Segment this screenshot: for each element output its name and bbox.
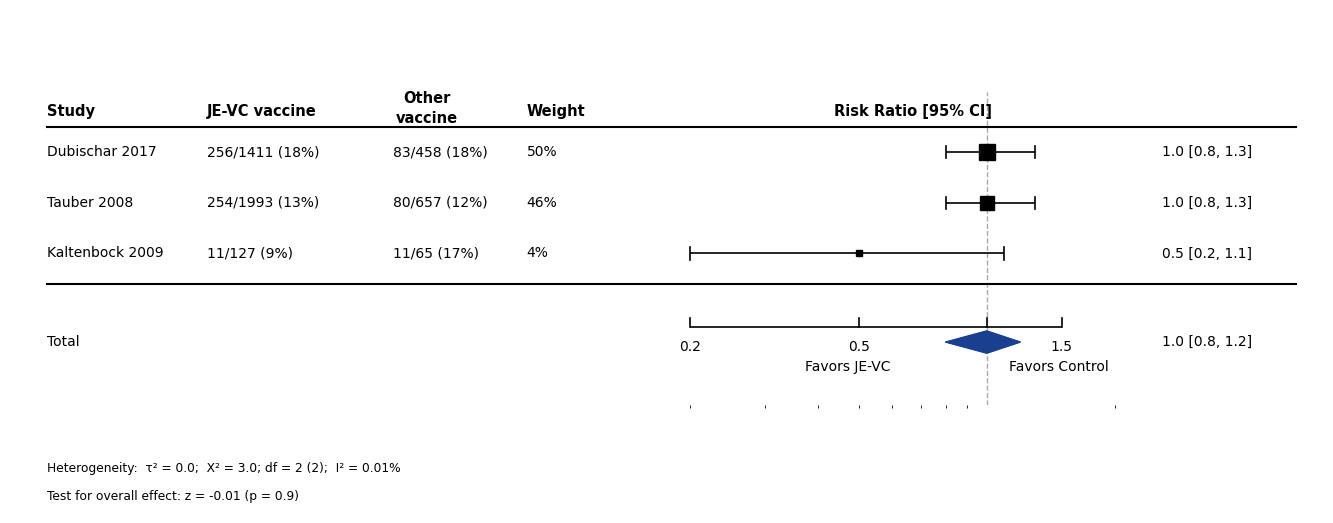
Text: 0.2: 0.2 — [678, 339, 701, 354]
Text: Favors JE-VC: Favors JE-VC — [805, 360, 890, 374]
Text: JE-VC vaccine: JE-VC vaccine — [207, 104, 316, 119]
Text: 50%: 50% — [527, 145, 557, 160]
Text: 1.5: 1.5 — [1050, 339, 1073, 354]
Text: Risk Ratio [95% CI]: Risk Ratio [95% CI] — [834, 104, 992, 119]
Text: Heterogeneity:  τ² = 0.0;  X² = 3.0; df = 2 (2);  I² = 0.01%: Heterogeneity: τ² = 0.0; X² = 3.0; df = … — [47, 462, 400, 474]
Text: 1.0: 1.0 — [976, 339, 998, 354]
Text: 0.5: 0.5 — [848, 339, 869, 354]
Text: Weight: Weight — [527, 104, 585, 119]
Text: 80/657 (12%): 80/657 (12%) — [393, 196, 488, 210]
Text: 83/458 (18%): 83/458 (18%) — [393, 145, 488, 160]
Text: 4%: 4% — [527, 246, 548, 260]
Text: Test for overall effect: z = -0.01 (p = 0.9): Test for overall effect: z = -0.01 (p = … — [47, 491, 299, 503]
Text: 256/1411 (18%): 256/1411 (18%) — [207, 145, 319, 160]
Text: Favors Control: Favors Control — [1009, 360, 1109, 374]
Text: Kaltenbock 2009: Kaltenbock 2009 — [47, 246, 163, 260]
Text: 1.0 [0.8, 1.3]: 1.0 [0.8, 1.3] — [1162, 196, 1253, 210]
Polygon shape — [945, 331, 1021, 353]
Text: Other: Other — [403, 91, 451, 106]
Text: 11/65 (17%): 11/65 (17%) — [393, 246, 480, 260]
Text: 46%: 46% — [527, 196, 557, 210]
Text: Study: Study — [47, 104, 95, 119]
Text: vaccine: vaccine — [396, 110, 457, 126]
Text: Total: Total — [47, 335, 79, 349]
Text: Dubischar 2017: Dubischar 2017 — [47, 145, 156, 160]
Text: Tauber 2008: Tauber 2008 — [47, 196, 133, 210]
Text: 0.5 [0.2, 1.1]: 0.5 [0.2, 1.1] — [1162, 246, 1253, 260]
Text: 1.0 [0.8, 1.2]: 1.0 [0.8, 1.2] — [1162, 335, 1253, 349]
Text: 1.0 [0.8, 1.3]: 1.0 [0.8, 1.3] — [1162, 145, 1253, 160]
Text: 11/127 (9%): 11/127 (9%) — [207, 246, 293, 260]
Text: 254/1993 (13%): 254/1993 (13%) — [207, 196, 319, 210]
